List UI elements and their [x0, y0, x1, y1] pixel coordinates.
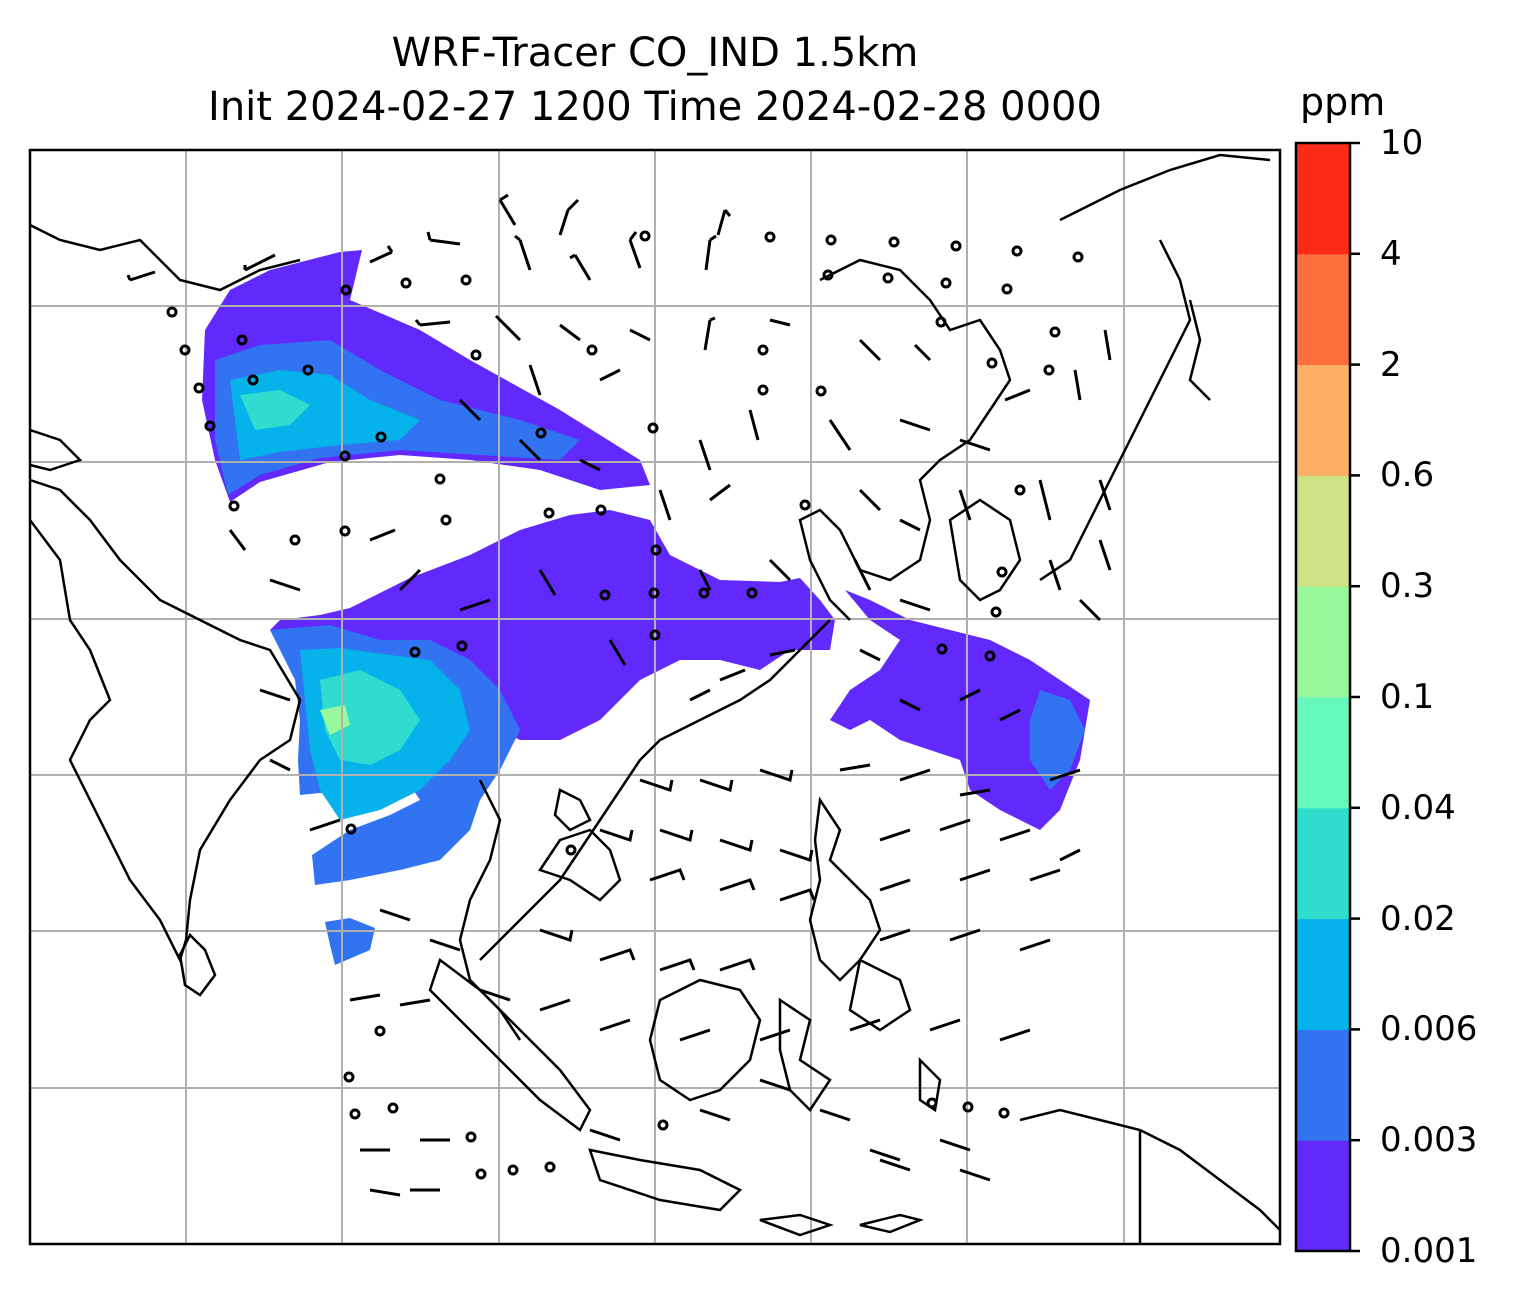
- colorbar-tick-label: 0.003: [1380, 1120, 1478, 1161]
- colorbar-tick-label: 0.006: [1380, 1009, 1478, 1050]
- colorbar-tick-label: 10: [1380, 123, 1424, 163]
- colorbar-tick-label: 0.1: [1380, 677, 1435, 717]
- colorbar-bin: [1296, 586, 1350, 698]
- colorbar-tick-label: 0.6: [1380, 455, 1435, 496]
- gridlines: [30, 150, 1280, 1244]
- coastlines: [29, 153, 1281, 1244]
- colorbar-bin: [1296, 364, 1350, 476]
- colorbar-tick-label: 0.001: [1380, 1231, 1478, 1271]
- colorbar-bin: [1296, 143, 1350, 255]
- tracer-field: [202, 250, 1090, 965]
- colorbar-bin: [1296, 253, 1350, 366]
- plume-southwest-hot: [320, 670, 420, 765]
- colorbar-tick-label: 0.04: [1380, 787, 1456, 828]
- map-frame: [28, 148, 1282, 1246]
- plume-east-mid: [1030, 690, 1085, 790]
- colorbar-bin: [1296, 1140, 1350, 1252]
- wind-barbs: [126, 193, 1112, 1197]
- plume-east: [830, 590, 1090, 830]
- colorbar-bin: [1296, 1029, 1350, 1141]
- colorbar-tick-label: 4: [1380, 233, 1402, 274]
- plume-sumatra: [325, 918, 375, 965]
- map-subtitle: Init 2024-02-27 1200 Time 2024-02-28 000…: [208, 84, 1102, 130]
- colorbar-tick-label: 0.02: [1380, 898, 1456, 939]
- colorbar-unit: ppm: [1300, 80, 1386, 124]
- colorbar-tick-label: 0.3: [1380, 566, 1435, 607]
- colorbar-bin: [1296, 697, 1350, 809]
- colorbar-bin: [1296, 918, 1350, 1030]
- colorbar-bin: [1296, 475, 1350, 587]
- colorbar: [1294, 141, 1360, 1253]
- colorbar-tick-label: 2: [1380, 344, 1402, 385]
- plume-northwest-hot: [240, 390, 310, 430]
- colorbar-bin: [1296, 807, 1350, 920]
- map-title: WRF-Tracer CO_IND 1.5km: [391, 30, 919, 76]
